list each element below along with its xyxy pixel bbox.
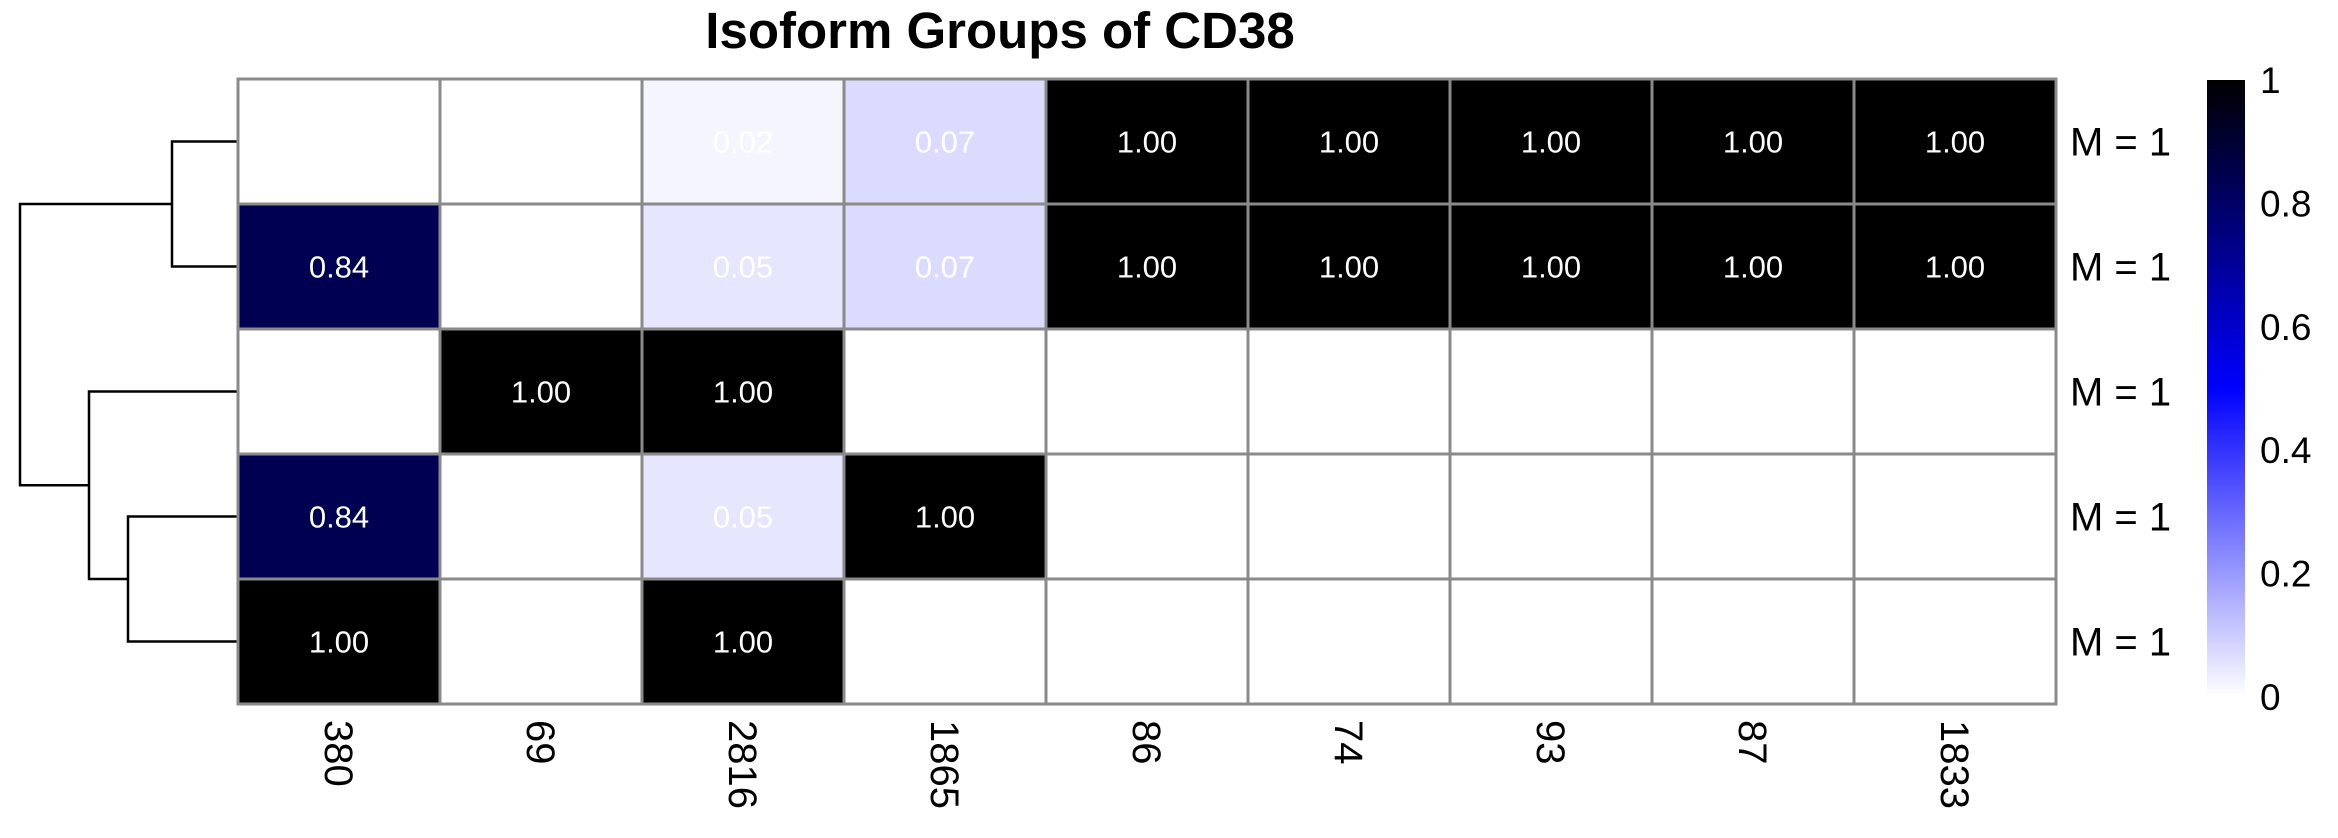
cell-value-label: 1.00 <box>1521 250 1581 285</box>
heatmap-cell <box>1852 577 2058 706</box>
heatmap-cell <box>1044 327 1250 456</box>
cell-value-label: 1.00 <box>1319 125 1379 160</box>
cell-value-label: 1.00 <box>1117 125 1177 160</box>
cell-value-label: 1.00 <box>511 375 571 410</box>
heatmap-cell <box>236 77 442 206</box>
heatmap-cell <box>1448 577 1654 706</box>
column-label: 86 <box>1124 720 1168 765</box>
heatmap-cell <box>236 202 442 331</box>
dendrogram-branch <box>170 140 238 268</box>
heatmap-cell <box>1852 452 2058 581</box>
heatmap-cell <box>438 327 644 456</box>
colorbar <box>2207 80 2245 697</box>
cell-value-label: 1.00 <box>1723 125 1783 160</box>
heatmap-cells: 0.02 0.07 1.00 1.00 1.00 1.00 1.00 0.84 0.05 0.07… <box>236 77 2058 706</box>
colorbar-tick-label: 1 <box>2260 60 2281 101</box>
cell-value-label: 1.00 <box>1925 125 1985 160</box>
row-label: M = 1 <box>2070 371 2171 415</box>
heatmap-cell <box>438 577 644 706</box>
row-label: M = 1 <box>2070 621 2171 665</box>
heatmap-cell <box>1650 452 1856 581</box>
heatmap-cell <box>842 202 1048 331</box>
heatmap-cell <box>640 577 846 706</box>
column-label: 93 <box>1528 720 1572 765</box>
heatmap-cell <box>1852 327 2058 456</box>
column-label: 380 <box>316 720 360 787</box>
cell-value-label: 0.05 <box>713 250 773 285</box>
heatmap-cell <box>438 452 644 581</box>
cell-value-label: 0.02 <box>713 125 773 160</box>
row-label: M = 1 <box>2070 121 2171 165</box>
cell-value-label: 1.00 <box>309 625 369 660</box>
dendrogram-branch <box>87 390 238 581</box>
colorbar-tick-label: 0.4 <box>2260 430 2311 471</box>
heatmap-cell <box>236 452 442 581</box>
heatmap-cell <box>1650 577 1856 706</box>
heatmap-cell <box>1246 327 1452 456</box>
column-label: 87 <box>1730 720 1774 765</box>
column-labels: 380 69 2816 1865 86 74 93 87 1833 <box>316 720 1976 809</box>
cell-value-label: 1.00 <box>1319 250 1379 285</box>
heatmap-cell <box>1246 202 1452 331</box>
cell-value-label: 1.00 <box>915 500 975 535</box>
cell-value-label: 0.07 <box>915 125 975 160</box>
heatmap-cell <box>842 452 1048 581</box>
dendrogram-branch <box>18 202 172 487</box>
heatmap-cell <box>640 452 846 581</box>
colorbar-labels: 0 0.2 0.4 0.6 0.8 1 <box>2260 60 2311 718</box>
heatmap-cell <box>438 202 644 331</box>
column-label: 1833 <box>1932 720 1976 809</box>
column-label: 2816 <box>720 720 764 809</box>
heatmap-cell <box>1246 452 1452 581</box>
cell-value-label: 1.00 <box>1723 250 1783 285</box>
row-label: M = 1 <box>2070 496 2171 540</box>
heatmap-cell <box>1650 202 1856 331</box>
cell-value-label: 0.84 <box>309 500 369 535</box>
heatmap-cell <box>640 327 846 456</box>
dendrogram-branch <box>126 515 238 643</box>
row-labels: M = 1 M = 1 M = 1 M = 1 M = 1 <box>2070 121 2171 665</box>
colorbar-tick-label: 0.8 <box>2260 183 2311 224</box>
row-label: M = 1 <box>2070 246 2171 290</box>
cell-value-label: 0.05 <box>713 500 773 535</box>
heatmap-cell <box>1448 452 1654 581</box>
heatmap-cell <box>1044 577 1250 706</box>
heatmap-cell <box>1650 77 1856 206</box>
heatmap-cell <box>1448 327 1654 456</box>
cell-value-label: 0.07 <box>915 250 975 285</box>
heatmap-cell <box>842 577 1048 706</box>
heatmap-cell <box>640 77 846 206</box>
chart-title: Isoform Groups of CD38 <box>705 2 1294 59</box>
cell-value-label: 1.00 <box>1925 250 1985 285</box>
cell-value-label: 0.84 <box>309 250 369 285</box>
heatmap-cell <box>236 577 442 706</box>
column-label: 1865 <box>922 720 966 809</box>
column-label: 74 <box>1326 720 1370 765</box>
heatmap-cell <box>1044 77 1250 206</box>
cell-value-label: 1.00 <box>713 375 773 410</box>
heatmap-cell <box>1044 452 1250 581</box>
colorbar-tick-label: 0.6 <box>2260 307 2311 348</box>
heatmap-cell <box>1246 577 1452 706</box>
colorbar-tick-label: 0 <box>2260 677 2281 718</box>
heatmap-cell <box>438 77 644 206</box>
cell-value-label: 1.00 <box>1117 250 1177 285</box>
heatmap-cell <box>842 327 1048 456</box>
row-dendrogram <box>18 140 238 643</box>
heatmap-cell <box>1650 327 1856 456</box>
heatmap-cell <box>842 77 1048 206</box>
heatmap-cell <box>236 327 442 456</box>
cell-value-label: 1.00 <box>713 625 773 660</box>
colorbar-tick-label: 0.2 <box>2260 554 2311 595</box>
cell-value-label: 1.00 <box>1521 125 1581 160</box>
column-label: 69 <box>518 720 562 765</box>
